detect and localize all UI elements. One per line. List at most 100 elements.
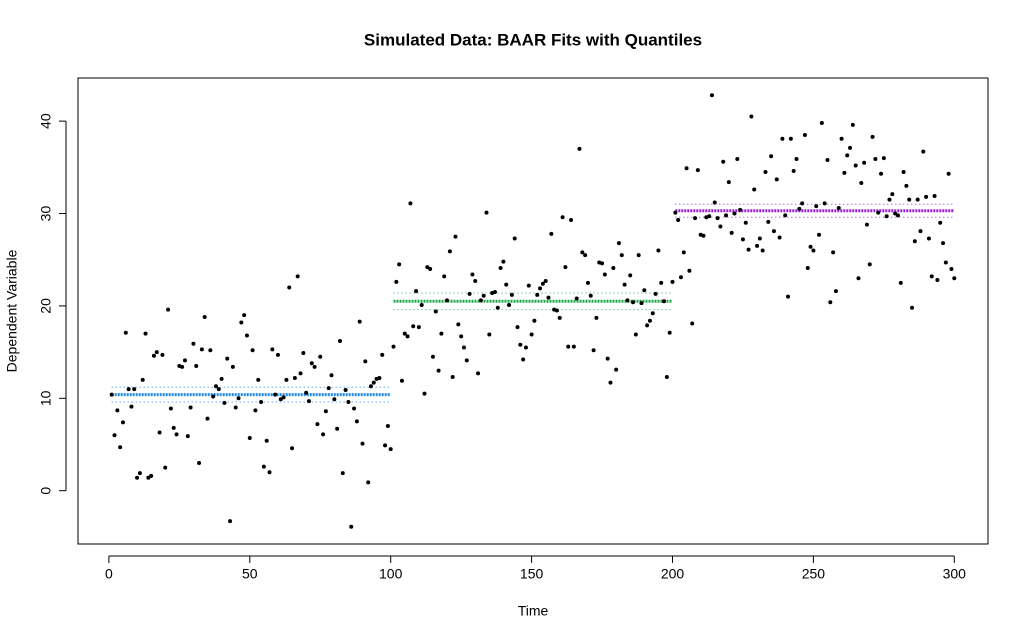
data-point [678,275,683,280]
data-point [870,134,875,139]
data-point [585,280,590,285]
data-point [574,296,579,301]
data-point [123,330,128,335]
data-point [740,237,745,242]
x-axis-title: Time [518,603,549,619]
data-point [264,438,269,443]
data-point [315,422,320,427]
data-point [247,436,252,441]
data-point [225,356,230,361]
x-tick-label: 0 [105,566,113,582]
data-point [498,266,503,271]
data-point [346,400,351,405]
data-point [253,408,258,413]
data-point [664,375,669,380]
data-point [842,170,847,175]
data-point [450,375,455,380]
data-point [746,247,751,252]
data-point [819,120,824,125]
data-point [470,272,475,277]
data-point [295,274,300,279]
data-point [848,145,853,150]
data-point [794,157,799,162]
data-point [199,347,204,352]
data-point [515,325,520,330]
data-point [118,445,123,450]
data-point [425,265,430,270]
data-point [306,399,311,404]
data-point [867,262,872,267]
data-point [538,286,543,291]
data-point [625,298,630,303]
data-point [151,353,156,358]
data-point [329,373,334,378]
data-point [126,387,131,392]
data-point [690,321,695,326]
data-point [811,248,816,253]
data-point [639,301,644,306]
data-point [693,216,698,221]
data-point [619,253,624,258]
data-point [633,332,638,337]
data-point [360,441,365,446]
data-point [769,154,774,159]
data-point [442,274,447,279]
data-point [743,220,748,225]
data-point [560,215,565,220]
data-point [836,205,841,210]
data-point [805,266,810,271]
data-point [521,357,526,362]
data-point [388,447,393,452]
data-point [901,169,906,174]
data-point [411,324,416,329]
data-point [352,406,357,411]
data-point [569,217,574,222]
data-point [580,250,585,255]
data-point [684,166,689,171]
data-point [509,292,514,297]
data-point [543,278,548,283]
data-point [343,387,348,392]
data-point [419,302,424,307]
data-point [197,460,202,465]
data-point [304,390,309,395]
data-point [326,386,331,391]
data-point [368,384,373,389]
data-point [774,177,779,182]
data-point [791,169,796,174]
data-point [856,276,861,281]
data-point [881,156,886,161]
data-point [647,318,652,323]
data-point [507,302,512,307]
data-point [182,358,187,363]
data-point [532,318,537,323]
data-point [259,400,264,405]
plot-frame [77,77,989,545]
data-point [222,400,227,405]
data-point [487,332,492,337]
data-point [557,315,562,320]
data-point [143,331,148,336]
data-point [208,348,213,353]
data-point [608,380,613,385]
data-point [540,281,545,286]
data-point [546,295,551,300]
y-tick-label: 10 [38,390,54,406]
data-point [670,279,675,284]
data-point [216,387,221,392]
data-point [631,300,636,305]
data-point [464,358,469,363]
data-point [137,471,142,476]
data-point [163,465,168,470]
data-point [938,220,943,225]
data-point [284,377,289,382]
data-point [822,201,827,206]
data-point [726,180,731,185]
data-point [833,289,838,294]
data-point [318,354,323,359]
x-tick-label: 100 [379,566,403,582]
data-point [256,377,261,382]
data-point [146,475,151,480]
data-point [853,163,858,168]
